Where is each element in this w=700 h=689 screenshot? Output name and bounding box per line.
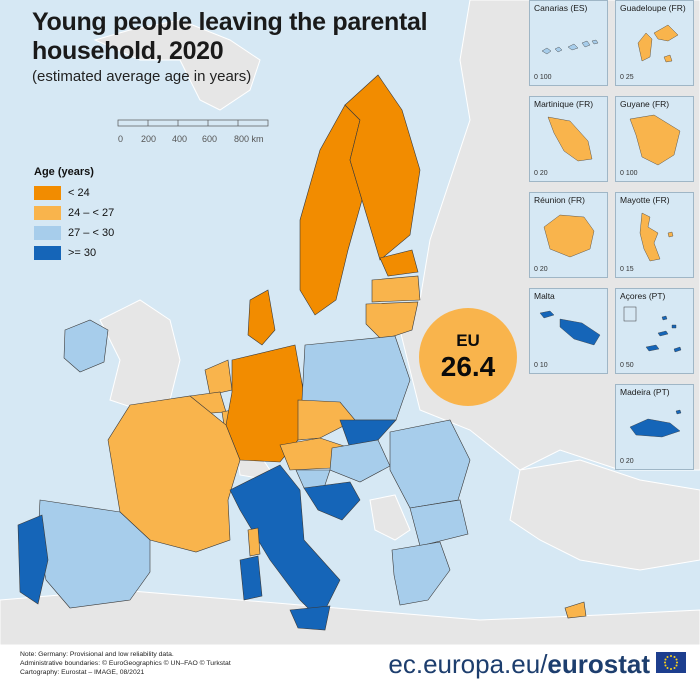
scale-tick-200: 200 — [141, 134, 156, 144]
eu-flag-icon — [656, 652, 686, 673]
legend-swatch — [34, 226, 61, 240]
inset-map — [547, 116, 593, 162]
inset-map — [623, 306, 682, 353]
note-boundaries: Administrative boundaries: © EuroGeograp… — [20, 660, 231, 667]
country-sardinia — [239, 555, 263, 601]
inset-acores: Açores (PT) 0 50 — [615, 288, 694, 374]
legend-label: 27 – < 30 — [68, 227, 115, 239]
country-sicily — [289, 605, 331, 631]
inset-label: Réunion (FR) — [534, 195, 586, 205]
scale-tick-0: 0 — [118, 134, 123, 144]
inset-label: Madeira (PT) — [620, 387, 670, 397]
inset-madeira: Madeira (PT) 0 20 — [615, 384, 694, 470]
country-portugal — [17, 514, 49, 605]
country-lithuania — [365, 301, 419, 341]
inset-scale: 0 100 — [534, 74, 552, 81]
inset-panel: Canarias (ES) 0 100 Guadeloupe (FR) 0 25… — [526, 0, 700, 475]
legend-label: < 24 — [68, 187, 90, 199]
country-denmark — [247, 289, 276, 346]
brand-name: eurostat — [547, 649, 650, 679]
legend-item: < 24 — [34, 183, 114, 203]
scale-tick-800: 800 km — [234, 134, 264, 144]
inset-label: Açores (PT) — [620, 291, 666, 301]
inset-scale: 0 15 — [620, 266, 634, 273]
eurostat-brand: ec.europa.eu/eurostat — [388, 649, 650, 680]
inset-scale: 0 20 — [620, 458, 634, 465]
inset-label: Canarias (ES) — [534, 3, 588, 13]
country-czechia — [297, 399, 356, 441]
eu-label: EU — [456, 331, 480, 350]
inset-map — [541, 39, 599, 55]
inset-scale: 0 10 — [534, 362, 548, 369]
inset-label: Mayotte (FR) — [620, 195, 670, 205]
inset-scale: 0 25 — [620, 74, 634, 81]
country-corsica — [247, 527, 261, 557]
eu-average-badge: EU 26.4 — [419, 308, 517, 406]
inset-scale: 0 100 — [620, 170, 638, 177]
inset-map — [629, 409, 682, 438]
eu-countries — [17, 74, 587, 631]
country-latvia — [371, 275, 421, 303]
country-bulgaria — [409, 499, 469, 547]
legend-item: >= 30 — [34, 243, 114, 263]
inset-map — [629, 114, 681, 166]
country-ireland — [63, 319, 109, 373]
country-cyprus — [564, 601, 587, 619]
scale-bar: 0 200 400 600 800 km — [117, 119, 269, 144]
inset-guyane: Guyane (FR) 0 100 — [615, 96, 694, 182]
legend-title: Age (years) — [34, 166, 94, 178]
legend-label: >= 30 — [68, 247, 97, 259]
note-cartography: Cartography: Eurostat – IMAGE, 08/2021 — [20, 669, 145, 676]
inset-label: Malta — [534, 291, 555, 301]
inset-map — [543, 214, 595, 258]
inset-label: Martinique (FR) — [534, 99, 594, 109]
inset-scale: 0 50 — [620, 362, 634, 369]
legend-item: 27 – < 30 — [34, 223, 114, 243]
inset-martinique: Martinique (FR) 0 20 — [529, 96, 608, 182]
country-estonia — [379, 249, 419, 277]
footer: Note: Germany: Provisional and low relia… — [0, 645, 700, 689]
country-hungary — [329, 439, 391, 483]
inset-label: Guyane (FR) — [620, 99, 670, 109]
legend-item: 24 – < 27 — [34, 203, 114, 223]
legend-swatch — [34, 206, 61, 220]
country-germany — [225, 344, 306, 463]
country-finland — [344, 74, 421, 261]
scale-tick-600: 600 — [202, 134, 217, 144]
legend-label: 24 – < 27 — [68, 207, 115, 219]
inset-malta: Malta 0 10 — [529, 288, 608, 374]
inset-label: Guadeloupe (FR) — [620, 3, 686, 13]
eu-value: 26.4 — [440, 351, 496, 382]
inset-map — [637, 24, 679, 63]
inset-canarias: Canarias (ES) 0 100 — [529, 0, 608, 86]
title-line-1: Young people leaving the parental — [32, 8, 428, 36]
inset-mayotte: Mayotte (FR) 0 15 — [615, 192, 694, 278]
scale-tick-400: 400 — [172, 134, 187, 144]
legend: Age (years) < 24 24 – < 27 27 – < 30 >= … — [34, 166, 114, 263]
inset-guadeloupe: Guadeloupe (FR) 0 25 — [615, 0, 694, 86]
inset-scale: 0 20 — [534, 170, 548, 177]
country-croatia — [303, 481, 361, 521]
country-greece — [391, 541, 451, 606]
inset-reunion: Réunion (FR) 0 20 — [529, 192, 608, 278]
source-notes: Note: Germany: Provisional and low relia… — [20, 650, 231, 677]
inset-scale: 0 20 — [534, 266, 548, 273]
legend-swatch — [34, 246, 61, 260]
brand-url: ec.europa.eu/ — [388, 649, 548, 679]
note-germany: Note: Germany: Provisional and low relia… — [20, 651, 174, 658]
legend-swatch — [34, 186, 61, 200]
country-france — [107, 395, 241, 553]
map-title: Young people leaving the parental househ… — [32, 8, 428, 66]
country-romania — [389, 419, 471, 509]
inset-map — [639, 212, 674, 262]
title-line-2: household, 2020 — [32, 37, 224, 65]
map-subtitle: (estimated average age in years) — [32, 68, 252, 85]
inset-map — [539, 310, 601, 346]
